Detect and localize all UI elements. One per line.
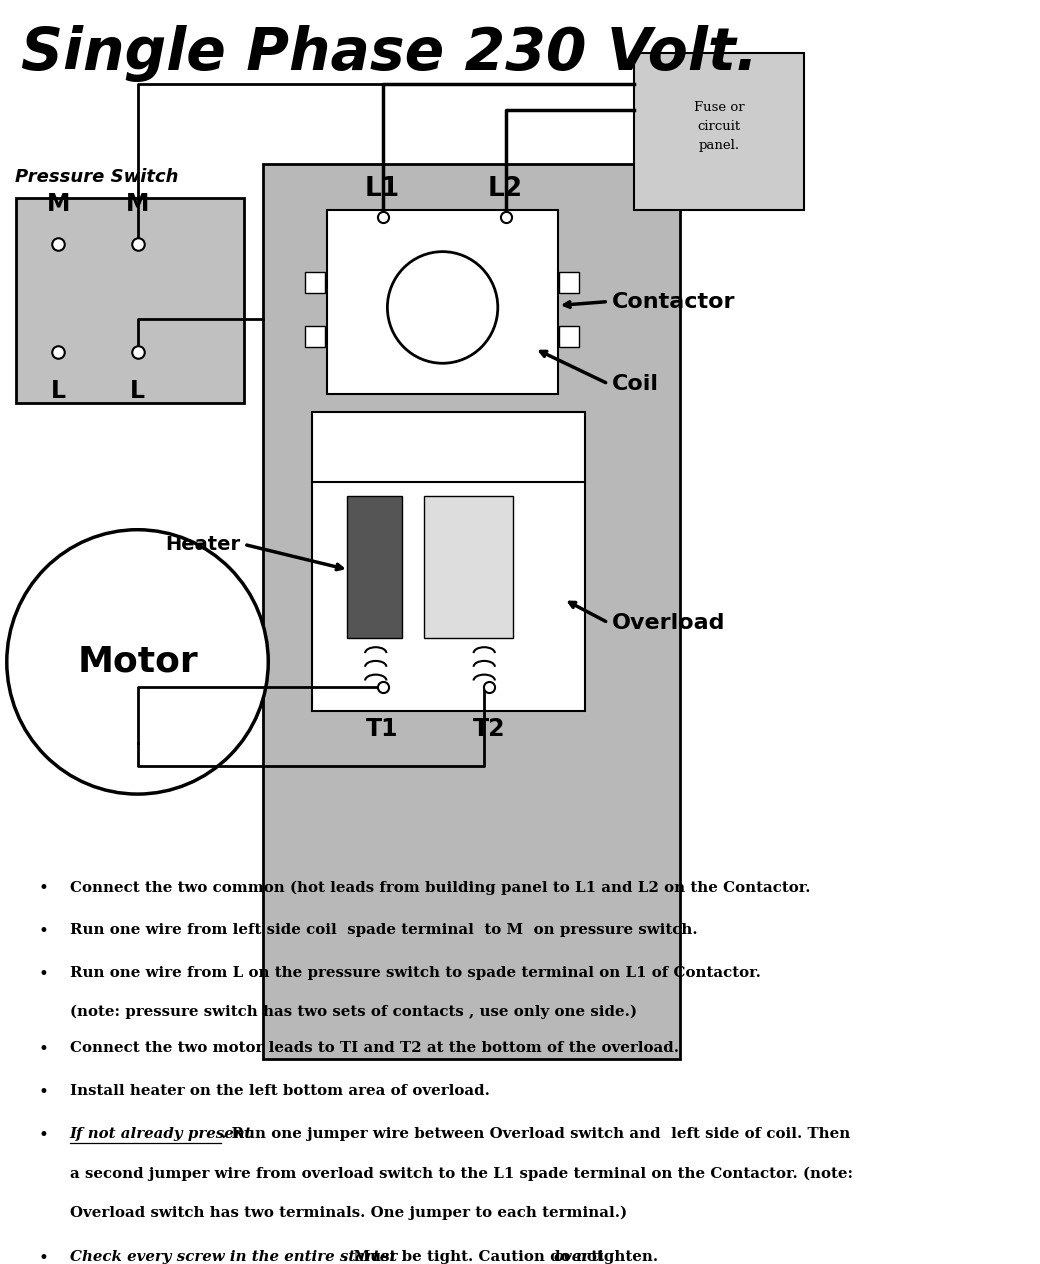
- Text: a second jumper wire from overload switch to the L1 spade terminal on the Contac: a second jumper wire from overload switc…: [70, 1167, 853, 1181]
- Bar: [17, 197, 244, 403]
- Text: •: •: [38, 1040, 49, 1058]
- Text: over: over: [554, 1250, 590, 1264]
- Text: (note: pressure switch has two sets of contacts , use only one side.): (note: pressure switch has two sets of c…: [70, 1005, 636, 1019]
- Text: Connect the two common (hot leads from building panel to L1 and L2 on the Contac: Connect the two common (hot leads from b…: [70, 880, 810, 895]
- Text: Pressure Switch: Pressure Switch: [15, 168, 178, 186]
- Text: tighten.: tighten.: [586, 1250, 658, 1264]
- Circle shape: [387, 252, 498, 363]
- Text: Run one wire from left side coil  spade terminal  to M  on pressure switch.: Run one wire from left side coil spade t…: [70, 923, 698, 938]
- Text: L: L: [51, 379, 66, 403]
- Text: Coil: Coil: [613, 374, 659, 394]
- Text: •: •: [38, 967, 49, 983]
- Text: Overload: Overload: [613, 613, 726, 633]
- Text: Fuse or
circuit
panel.: Fuse or circuit panel.: [694, 101, 745, 152]
- Text: •: •: [38, 1250, 49, 1264]
- Bar: [312, 412, 584, 710]
- Text: If not already present: If not already present: [70, 1126, 253, 1140]
- Bar: [346, 497, 401, 638]
- Text: Single Phase 230 Volt.: Single Phase 230 Volt.: [21, 25, 758, 82]
- Text: Contactor: Contactor: [613, 292, 735, 311]
- Text: Check every screw in the entire starter: Check every screw in the entire starter: [70, 1250, 397, 1264]
- Text: Install heater on the left bottom area of overload.: Install heater on the left bottom area o…: [70, 1083, 490, 1097]
- Bar: [305, 326, 326, 346]
- Bar: [558, 326, 579, 346]
- Text: L: L: [130, 379, 145, 403]
- Text: •: •: [38, 880, 49, 897]
- Text: •: •: [38, 1083, 49, 1101]
- Text: . Must be tight. Caution do not: . Must be tight. Caution do not: [343, 1250, 608, 1264]
- Text: Motor: Motor: [77, 645, 198, 679]
- Bar: [263, 163, 680, 1059]
- Text: M: M: [47, 192, 70, 216]
- Text: L1: L1: [365, 176, 400, 202]
- Bar: [305, 272, 326, 293]
- Text: L2: L2: [488, 176, 523, 202]
- Text: •: •: [38, 1126, 49, 1144]
- Text: T2: T2: [473, 717, 505, 741]
- Text: . Run one jumper wire between Overload switch and  left side of coil. Then: . Run one jumper wire between Overload s…: [220, 1126, 850, 1140]
- Text: M: M: [126, 192, 149, 216]
- Text: T1: T1: [366, 717, 398, 741]
- Bar: [634, 53, 804, 210]
- Text: Heater: Heater: [165, 535, 240, 554]
- Bar: [328, 210, 557, 393]
- Text: •: •: [38, 923, 49, 940]
- Text: Connect the two motor leads to TI and T2 at the bottom of the overload.: Connect the two motor leads to TI and T2…: [70, 1040, 679, 1054]
- Circle shape: [7, 530, 268, 794]
- Bar: [558, 272, 579, 293]
- Bar: [424, 497, 514, 638]
- Text: Overload switch has two terminals. One jumper to each terminal.): Overload switch has two terminals. One j…: [70, 1206, 627, 1220]
- Text: Run one wire from L on the pressure switch to spade terminal on L1 of Contactor.: Run one wire from L on the pressure swit…: [70, 967, 760, 981]
